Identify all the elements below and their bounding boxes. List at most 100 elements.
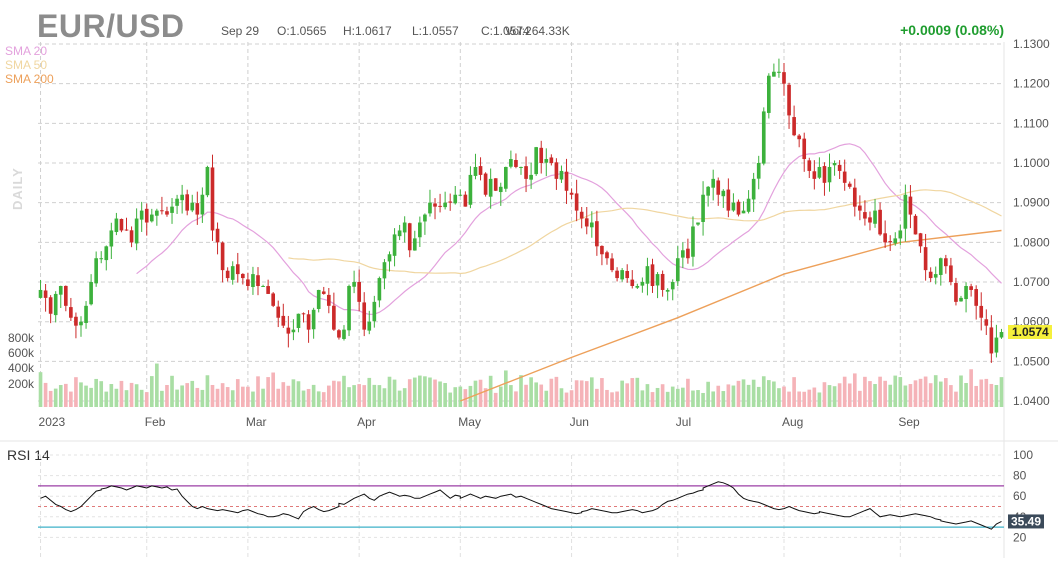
volume-bar — [144, 392, 149, 407]
candle-body — [134, 218, 139, 244]
candle-body — [589, 222, 594, 228]
candle-body — [337, 330, 341, 338]
candle-body — [190, 202, 195, 211]
candle-body — [89, 282, 93, 305]
volume-bar — [878, 376, 882, 407]
candle-body — [863, 212, 867, 219]
volume-bar — [493, 392, 498, 407]
volume-bar — [883, 380, 887, 407]
volume-bar — [392, 379, 397, 407]
volume-bar — [89, 387, 93, 407]
candle-body — [109, 230, 114, 247]
volume-bar — [539, 384, 544, 407]
candle-body — [387, 254, 392, 262]
volume-tick-label: 600k — [8, 346, 35, 360]
volume-bar — [185, 383, 190, 407]
volume-bar — [463, 389, 468, 407]
price-tick-label: 1.1000 — [1013, 156, 1050, 170]
volume-bar — [509, 385, 513, 407]
volume-bar — [271, 372, 275, 407]
volume-bar — [782, 386, 786, 407]
volume-bar — [175, 389, 179, 407]
volume-bar — [564, 392, 569, 407]
candle-body — [144, 208, 149, 223]
candle-body — [984, 319, 989, 326]
volume-tick-label: 400k — [8, 361, 35, 375]
volume-bar — [625, 383, 630, 407]
volume-bar — [74, 377, 78, 407]
volume-bar — [549, 378, 554, 407]
candle-body — [84, 305, 88, 323]
volume-bar — [104, 391, 109, 407]
volume-bar — [736, 380, 741, 407]
candle-body — [43, 290, 48, 298]
volume-bar — [251, 391, 255, 407]
legend-sma20[interactable]: SMA 20 — [5, 44, 48, 58]
candle-body — [797, 135, 801, 140]
volume-bar — [438, 381, 442, 407]
candle-body — [195, 203, 200, 215]
volume-bar — [706, 381, 710, 407]
candle-body — [69, 307, 73, 318]
candle-body — [306, 314, 311, 330]
volume-bar — [837, 383, 842, 407]
volume-bar — [210, 384, 215, 407]
volume-bar — [69, 391, 73, 407]
candle-body — [559, 170, 564, 180]
volume-bar — [903, 385, 908, 407]
candle-body — [160, 210, 164, 212]
candle-body — [175, 198, 179, 206]
candle-body — [119, 218, 124, 231]
volume-bar — [246, 386, 250, 407]
candle-body — [423, 214, 427, 222]
candle-body — [180, 194, 184, 201]
price-tick-label: 1.1200 — [1013, 77, 1050, 91]
candle-body — [584, 218, 589, 227]
candle-body — [266, 286, 270, 294]
candle-body — [205, 166, 210, 196]
candle-body — [660, 273, 665, 290]
candle-body — [903, 194, 908, 229]
time-tick-label: Jun — [570, 415, 589, 429]
candle-body — [372, 301, 377, 322]
candles — [38, 58, 1004, 363]
time-tick-label: Apr — [357, 415, 376, 429]
volume-bar — [428, 377, 432, 407]
candle-body — [938, 258, 943, 275]
candle-body — [701, 194, 705, 222]
candle-body — [392, 234, 397, 256]
candle-body — [944, 258, 948, 267]
candle-body — [696, 222, 700, 225]
candle-body — [170, 206, 174, 213]
candle-body — [549, 157, 554, 164]
volume-bar — [873, 384, 877, 407]
candle-body — [686, 248, 690, 259]
candle-body — [185, 194, 190, 211]
volume-bar — [529, 377, 533, 407]
volume-bar — [412, 377, 417, 407]
candle-body — [94, 258, 98, 284]
volume-bar — [276, 388, 281, 407]
candle-body — [468, 174, 473, 205]
legend-sma200[interactable]: SMA 200 — [5, 72, 54, 86]
price-tick-label: 1.0800 — [1013, 235, 1050, 249]
legend-sma50[interactable]: SMA 50 — [5, 58, 48, 72]
volume-bar — [418, 375, 422, 407]
candle-body — [271, 293, 275, 306]
candle-body — [726, 189, 731, 211]
candle-body — [473, 166, 478, 176]
volume-bar — [256, 376, 260, 407]
candle-body — [352, 282, 356, 287]
rsi-tick-label: 60 — [1013, 489, 1027, 503]
volume-bar — [675, 388, 680, 407]
candle-body — [509, 159, 513, 167]
candle-body — [332, 305, 336, 330]
candle-body — [261, 285, 265, 287]
volume-bar — [605, 389, 609, 407]
candle-body — [888, 241, 893, 243]
volume-bar — [504, 370, 508, 407]
candle-body — [200, 194, 205, 215]
volume-bar — [342, 375, 346, 407]
